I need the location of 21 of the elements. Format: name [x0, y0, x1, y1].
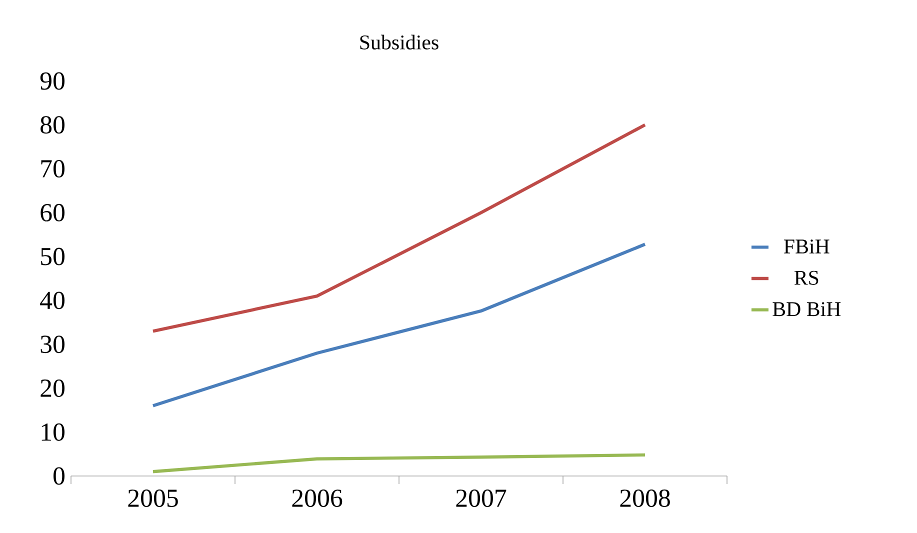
legend-label: RS — [794, 270, 818, 285]
y-tick-label: 20 — [40, 379, 64, 397]
line-series — [151, 242, 647, 408]
y-tick-label: 70 — [41, 160, 64, 178]
line-series — [151, 453, 647, 474]
y-tick-label: 50 — [41, 248, 64, 266]
y-tick-label: 90 — [40, 72, 64, 90]
x-tick-label: 2008 — [620, 490, 670, 507]
x-tick-label: 2005 — [128, 490, 178, 507]
x-tick-label: 2007 — [456, 490, 506, 507]
y-tick-label: 40 — [40, 292, 64, 310]
legend-label: FBiH — [784, 239, 830, 254]
y-tick-label: 30 — [40, 336, 64, 354]
x-tick-label: 2006 — [292, 490, 342, 507]
chart-title: Subsidies — [360, 34, 438, 50]
y-tick-label: 60 — [40, 204, 64, 222]
y-tick-label: 80 — [40, 116, 64, 134]
y-tick-label: 10 — [42, 423, 64, 441]
line-series — [151, 123, 647, 333]
legend-label: BD BiH — [772, 302, 841, 316]
y-tick-label: 0 — [54, 467, 64, 485]
